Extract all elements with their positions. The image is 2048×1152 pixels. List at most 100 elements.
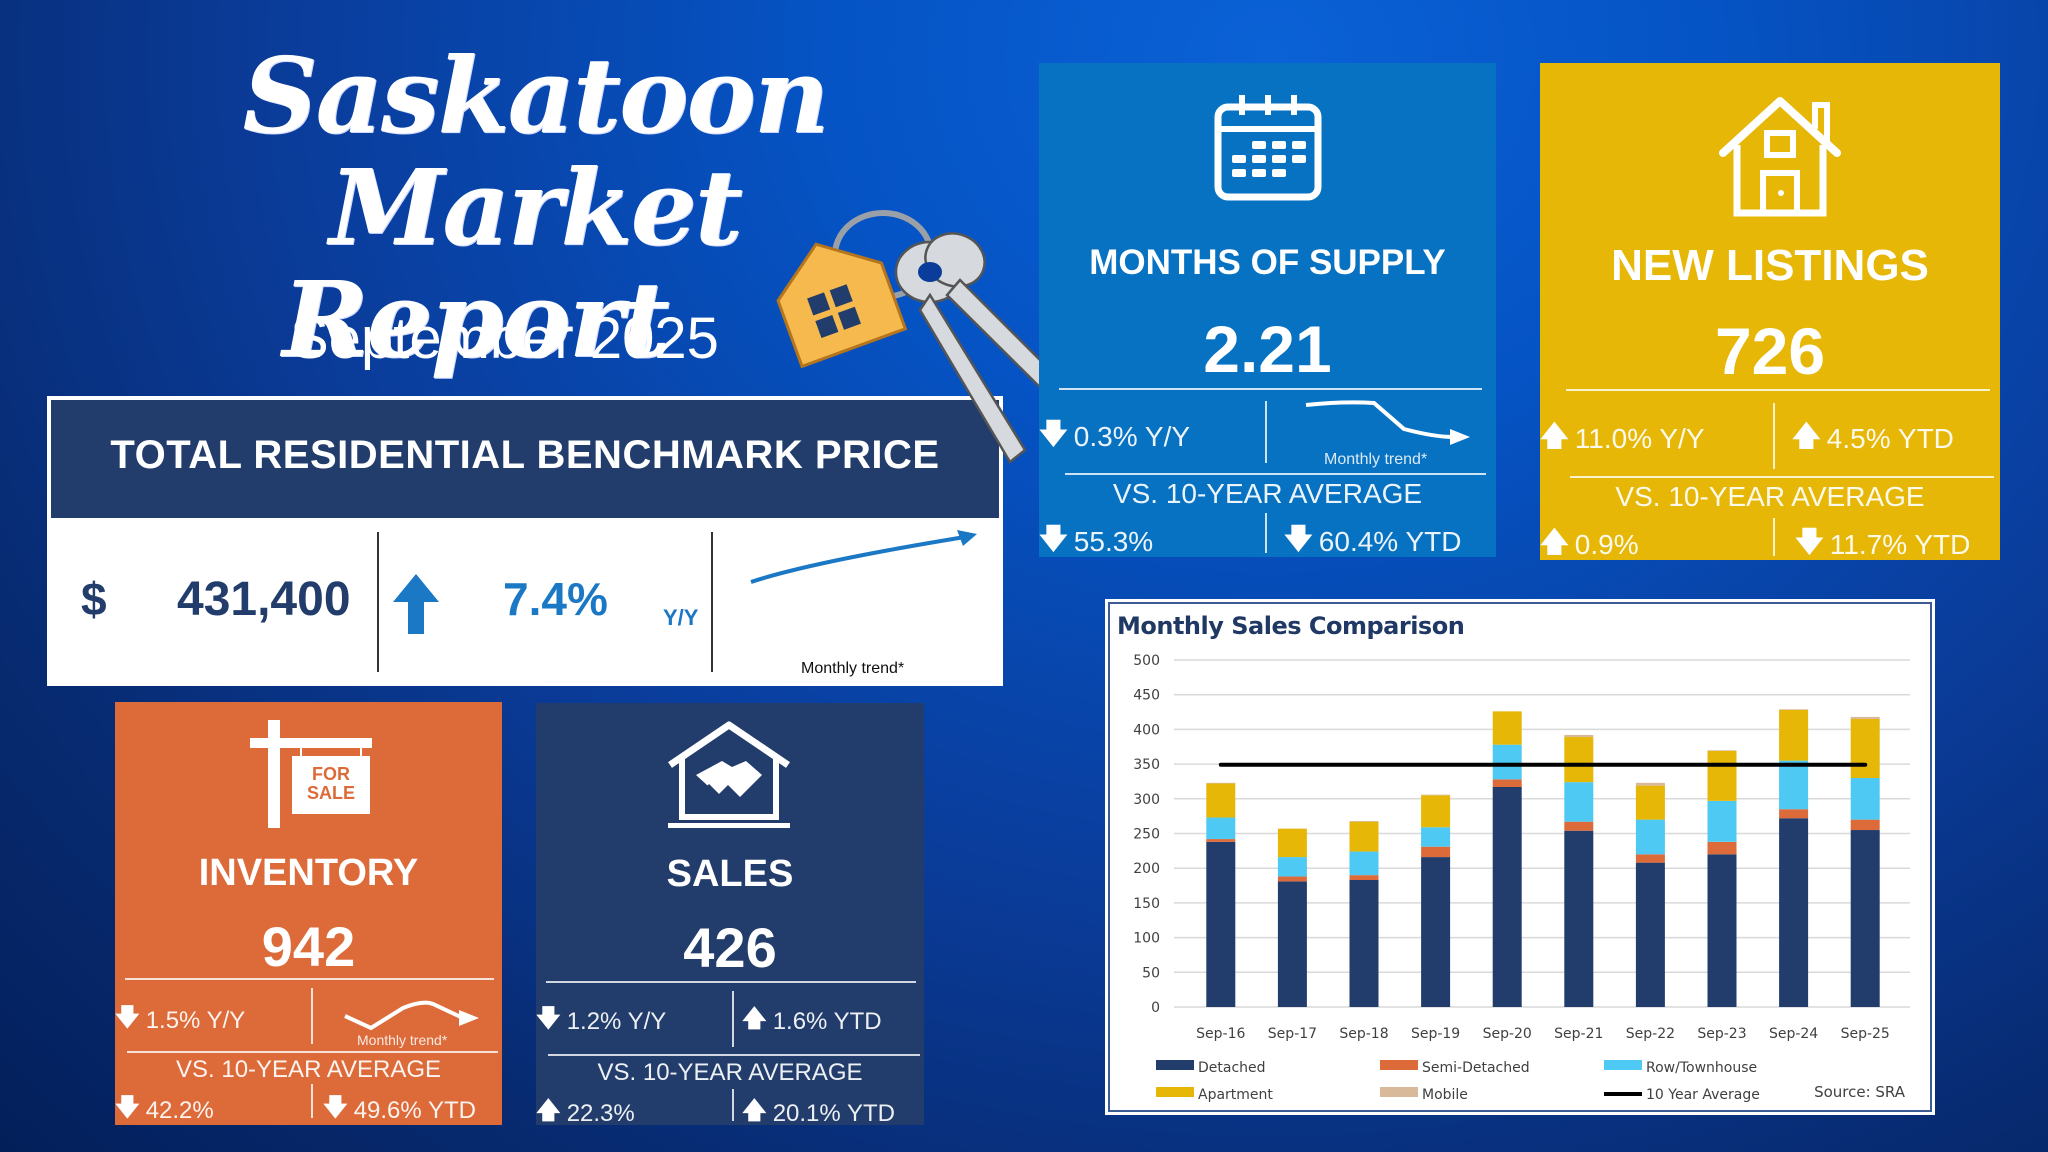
benchmark-change: 7.4%	[503, 573, 608, 625]
x-tick-label: Sep-18	[1339, 1026, 1388, 1042]
new-listings-card: NEW LISTINGS 726 🡅 11.0% Y/Y 🡅 4.5% YTD …	[1540, 63, 2000, 560]
legend-label: Detached	[1198, 1060, 1266, 1076]
stat-avg-ytd: 🡇 60.4% YTD	[1284, 518, 1461, 566]
stacked-bar-plot: 0 50 100 150 200 250 300 350 400 450 500 Sep-16 Sep-…	[1133, 653, 1910, 1103]
bar-segment	[1779, 709, 1809, 710]
y-tick-label: 100	[1133, 931, 1160, 947]
bar-segment	[1850, 777, 1880, 820]
bar-segment	[1277, 876, 1307, 882]
arrow-up-icon: 🡅	[1540, 420, 1569, 451]
divider	[311, 988, 313, 1044]
bar-segment	[1850, 718, 1880, 778]
divider	[311, 1084, 313, 1118]
inventory-card: FOR SALE INVENTORY 942 🡇 1.5% Y/Y Monthl…	[115, 702, 502, 1125]
divider	[1773, 403, 1775, 469]
card-value: 426	[683, 916, 777, 979]
bar-segment	[1635, 819, 1665, 855]
currency-symbol: $	[81, 573, 107, 625]
y-tick-label: 350	[1133, 757, 1160, 773]
arrow-up-icon: 🡅	[1540, 526, 1569, 557]
x-tick-label: Sep-24	[1769, 1026, 1818, 1042]
stat-yy: 🡇 1.2% Y/Y	[536, 1001, 666, 1042]
stat-yy: 🡇 0.3% Y/Y	[1039, 413, 1190, 461]
bar-segment	[1421, 795, 1451, 828]
stat-avg: 🡇 42.2%	[115, 1090, 214, 1131]
divider	[127, 1051, 498, 1053]
card-value: 726	[1714, 314, 1826, 388]
y-tick-label: 500	[1133, 653, 1160, 669]
arrow-down-icon: 🡇	[115, 1004, 140, 1031]
bar-segment	[1492, 779, 1522, 788]
bar-segment	[1349, 821, 1379, 822]
divider	[546, 981, 916, 983]
bar-segment	[1779, 760, 1809, 810]
y-tick-label: 200	[1133, 861, 1160, 877]
x-tick-label: Sep-21	[1554, 1026, 1603, 1042]
benchmark-price: 431,400	[177, 573, 351, 626]
stat-yy: 🡅 11.0% Y/Y	[1540, 415, 1705, 463]
trend-up-line-icon	[750, 530, 977, 584]
vs-average-label: VS. 10-YEAR AVERAGE	[1112, 478, 1423, 509]
bar-segment	[1349, 879, 1379, 1007]
arrow-down-icon: 🡇	[1039, 418, 1068, 449]
benchmark-price-panel: TOTAL RESIDENTIAL BENCHMARK PRICE $ 431,…	[47, 396, 1003, 686]
bar-segment	[1277, 828, 1307, 858]
card-label: MONTHS OF SUPPLY	[1089, 243, 1446, 282]
house-icon	[1719, 97, 1841, 217]
bar-segment	[1492, 744, 1522, 780]
bar-segment	[1779, 809, 1809, 819]
bar-segment	[1421, 794, 1451, 796]
y-tick-label: 50	[1142, 965, 1160, 981]
arrow-up-icon: 🡅	[742, 1097, 767, 1124]
bar-segment	[1421, 846, 1451, 858]
bar-segment	[1850, 830, 1880, 1007]
y-tick-label: 400	[1133, 722, 1160, 738]
bar-segment	[1206, 841, 1236, 1007]
x-tick-label: Sep-19	[1411, 1026, 1460, 1042]
bar-segment	[1206, 783, 1236, 818]
benchmark-title: TOTAL RESIDENTIAL BENCHMARK PRICE	[110, 432, 940, 477]
legend-swatch	[1380, 1060, 1418, 1070]
trend-caption: Monthly trend*	[1324, 451, 1428, 468]
arrow-up-icon: 🡅	[742, 1005, 767, 1032]
stat-avg: 🡅 0.9%	[1540, 521, 1639, 569]
trend-wave-line-icon	[344, 1000, 479, 1031]
bar-segment	[1492, 787, 1522, 1007]
divider	[1265, 401, 1267, 463]
bar-segment	[1277, 881, 1307, 1007]
bar-segment	[1349, 821, 1379, 852]
bar-segment	[1206, 839, 1236, 842]
divider	[548, 1054, 920, 1056]
bar-segment	[1635, 785, 1665, 820]
card-value: 942	[261, 915, 356, 978]
chart-source: Source: SRA	[1814, 1083, 1906, 1101]
bar-segment	[1492, 711, 1522, 745]
divider	[732, 991, 734, 1047]
bar-segment	[1206, 782, 1236, 784]
stat-ytd: 🡅 1.6% YTD	[742, 1001, 882, 1042]
trend-down-line-icon	[1305, 400, 1470, 445]
arrow-down-icon: 🡇	[1795, 526, 1824, 557]
vs-average-label: VS. 10-YEAR AVERAGE	[1615, 481, 1925, 512]
arrow-down-icon: 🡇	[1284, 523, 1313, 554]
arrow-down-icon: 🡇	[1039, 523, 1068, 554]
divider	[1570, 476, 1994, 478]
bar-segment	[1349, 851, 1379, 876]
handshake-house-icon	[668, 721, 790, 828]
title-line-1: Saskatoon Market	[242, 34, 830, 269]
card-label: NEW LISTINGS	[1611, 241, 1929, 290]
stat-avg-ytd: 🡇 11.7% YTD	[1795, 521, 1970, 569]
divider	[1773, 518, 1775, 556]
bar-segment	[1707, 841, 1737, 855]
legend-label: Semi-Detached	[1422, 1060, 1530, 1076]
bar-segment	[1707, 800, 1737, 842]
x-tick-label: Sep-16	[1196, 1026, 1245, 1042]
bar-segment	[1635, 854, 1665, 863]
chart-title: Monthly Sales Comparison	[1117, 612, 1465, 640]
bar-segment	[1707, 750, 1737, 751]
sales-card: SALES 426 🡇 1.2% Y/Y 🡅 1.6% YTD VS. 10-Y…	[536, 703, 924, 1127]
benchmark-period: Y/Y	[663, 605, 699, 630]
report-date: September 2025	[290, 306, 719, 371]
bar-segment	[1564, 782, 1594, 822]
x-tick-label: Sep-22	[1626, 1026, 1675, 1042]
